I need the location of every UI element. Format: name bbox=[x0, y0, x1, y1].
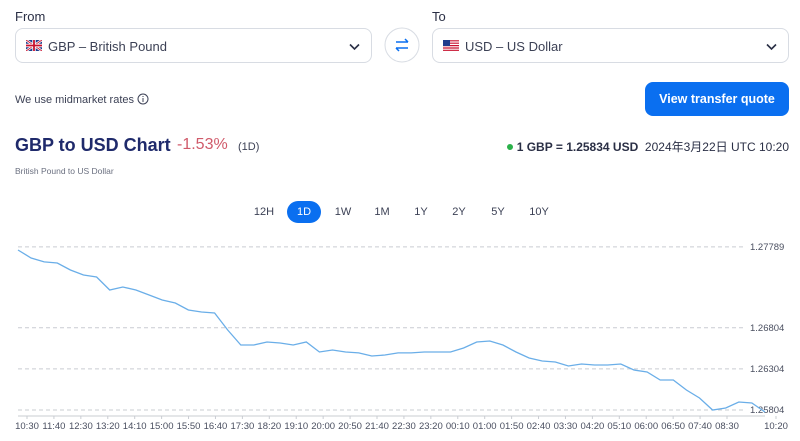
x-tick-label: 17:30 bbox=[230, 421, 254, 432]
x-tick-label: 23:20 bbox=[419, 421, 443, 432]
x-tick-label: 04:20 bbox=[580, 421, 604, 432]
live-dot bbox=[506, 144, 513, 150]
y-tick-label: 1.26804 bbox=[750, 323, 784, 334]
x-tick-label: 15:50 bbox=[177, 421, 201, 432]
rates-note-text: We use midmarket rates bbox=[15, 94, 135, 106]
subtitle: British Pound to US Dollar bbox=[15, 166, 114, 176]
x-tick-label: 06:50 bbox=[661, 421, 685, 432]
x-tick-label: 22:30 bbox=[392, 421, 416, 432]
x-tick-label: 14:10 bbox=[123, 421, 147, 432]
chevron bbox=[766, 43, 777, 51]
to-value: USD – US Dollar bbox=[465, 39, 563, 54]
x-tick-label: 20:50 bbox=[338, 421, 362, 432]
period-button[interactable]: 2Y bbox=[452, 206, 466, 218]
price-line bbox=[17, 249, 766, 413]
x-tick-label: 08:30 bbox=[715, 421, 739, 432]
y-tick-label: 1.27789 bbox=[750, 242, 784, 253]
x-tick-label: 20:00 bbox=[311, 421, 335, 432]
x-tick-label: 10:20 bbox=[764, 421, 788, 432]
x-tick-label: 13:20 bbox=[96, 421, 120, 432]
x-tick-label: 03:30 bbox=[554, 421, 578, 432]
chart-title: GBP to USD Chart bbox=[15, 135, 171, 155]
period-button[interactable]: 10Y bbox=[529, 206, 549, 218]
x-tick-label: 01:50 bbox=[500, 421, 524, 432]
rate-info: 1 GBP = 1.25834 USD 2024年3月22日 UTC 10:20 bbox=[506, 138, 789, 155]
x-tick-label: 18:20 bbox=[257, 421, 281, 432]
x-tick-label: 00:10 bbox=[446, 421, 470, 432]
x-tick-label: 07:40 bbox=[688, 421, 712, 432]
x-tick-label: 06:00 bbox=[634, 421, 658, 432]
from-select[interactable]: GBP – British Pound bbox=[15, 28, 372, 63]
x-tick-label: 21:40 bbox=[365, 421, 389, 432]
y-tick-label: 1.25804 bbox=[750, 405, 784, 416]
x-tick-label: 01:00 bbox=[473, 421, 497, 432]
from-label: From bbox=[15, 9, 46, 24]
period-button[interactable]: 1Y bbox=[414, 206, 428, 218]
period-button[interactable]: 12H bbox=[253, 206, 275, 218]
to-select[interactable]: USD – US Dollar bbox=[432, 28, 789, 63]
change: -1.53% bbox=[177, 136, 228, 153]
x-tick-label: 05:10 bbox=[607, 421, 631, 432]
y-tick-label: 1.26304 bbox=[750, 364, 784, 375]
period-button[interactable]: 1W bbox=[334, 206, 352, 218]
rates-note: We use midmarket rates bbox=[15, 93, 149, 106]
period-button[interactable]: 5Y bbox=[491, 206, 505, 218]
x-tick-label: 10:30 bbox=[15, 421, 39, 432]
x-tick-label: 11:40 bbox=[42, 421, 65, 432]
swap-button[interactable] bbox=[384, 27, 420, 63]
x-tick-label: 12:30 bbox=[69, 421, 93, 432]
info-icon[interactable] bbox=[137, 93, 149, 105]
uk-flag bbox=[26, 40, 42, 51]
change-period: (1D) bbox=[238, 141, 260, 153]
us-flag bbox=[443, 40, 459, 51]
to-label: To bbox=[432, 9, 446, 24]
from-value: GBP – British Pound bbox=[48, 39, 167, 54]
period-button[interactable]: 1M bbox=[374, 206, 390, 218]
timestamp: 2024年3月22日 UTC 10:20 bbox=[644, 140, 789, 154]
x-tick-label: 19:10 bbox=[284, 421, 308, 432]
x-tick-label: 02:40 bbox=[527, 421, 551, 432]
period-button[interactable]: 1D bbox=[287, 201, 321, 223]
x-tick-label: 15:00 bbox=[150, 421, 174, 432]
x-tick-label: 16:40 bbox=[204, 421, 228, 432]
chevron bbox=[349, 43, 360, 51]
view-quote-button[interactable]: View transfer quote bbox=[645, 82, 789, 116]
rate: 1 GBP = 1.25834 USD bbox=[516, 140, 639, 154]
